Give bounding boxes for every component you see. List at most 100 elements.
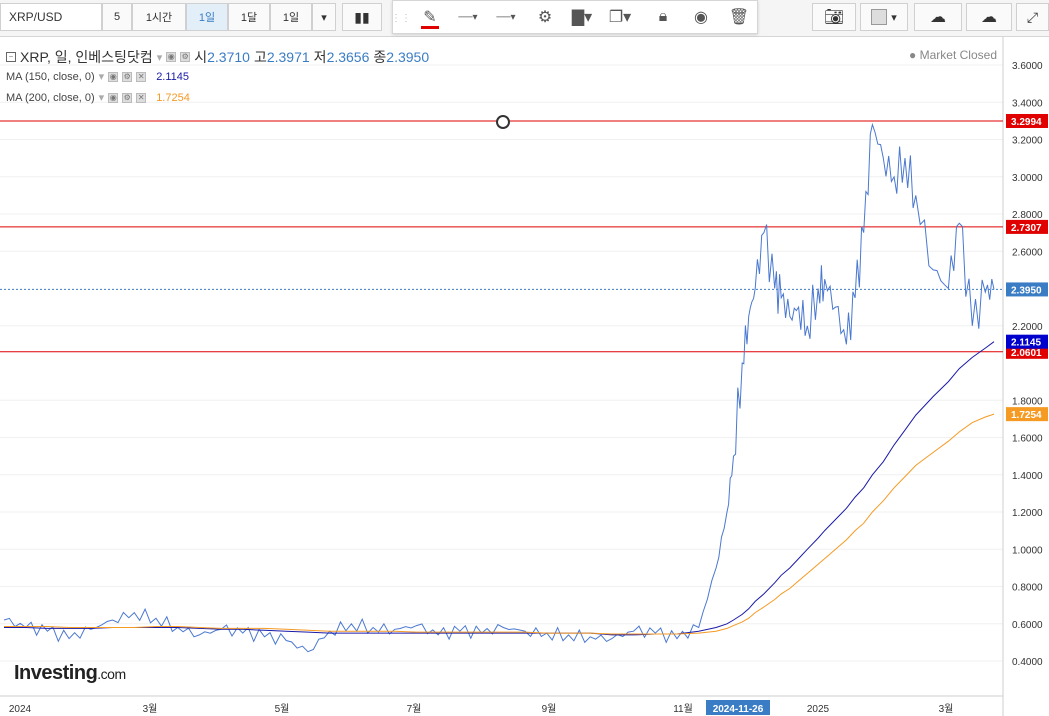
x-tick-label: 2024 [9,704,32,715]
y-tick-label: 2.2000 [1012,322,1043,333]
cloud-upload-icon: ☁ [981,9,997,26]
drawing-toolbar: ⋮⋮ ✎ ──▾ ──▾ ⚙ ▇▾ ❐▾ 🔒︎ ◉ 🗑︎ [391,0,758,34]
eye-icon[interactable]: ◉ [166,52,177,62]
grid [0,64,1003,662]
line-anchor-handle[interactable] [496,115,510,129]
current-price-tag: 2.3950 [1011,285,1042,296]
eye-icon[interactable]: ◉ [108,92,119,103]
camera-icon: 📷︎ [823,9,845,26]
y-tick-label: 2.8000 [1012,210,1043,221]
y-tick-label: 3.2000 [1012,136,1043,147]
y-tick-label: 1.4000 [1012,471,1043,482]
x-tick-label: 7월 [407,703,422,715]
ma150-value: 2.1145 [156,70,190,83]
y-tick-label: 0.8000 [1012,583,1043,594]
x-tick-label: 2025 [807,704,830,715]
eye-icon[interactable]: ◉ [108,71,119,82]
interval-dropdown[interactable]: ▾ [312,3,336,31]
price-tags: 3.2994 2.7307 2.0601 2.3950 2.1145 1.7254 [1006,113,1048,422]
x-tick-label: 3월 [143,703,158,715]
fullscreen-icon: ⤢ [1026,8,1039,25]
chart-toolbar: XRP/USD 5 1시간 1일 1달 1일 ▾ ▮▮ ⋮⋮ ✎ ──▾ ──▾… [0,0,1049,37]
interval-1h[interactable]: 1시간 [132,3,186,31]
hline-price-tag: 3.2994 [1011,117,1042,128]
candlestick-icon: ▮▮ [354,8,370,25]
ma200-label: MA (200, close, 0) [6,91,95,104]
fullscreen-button[interactable]: ⤢ [1016,3,1049,31]
collapse-icon[interactable]: − [6,52,16,62]
logo-name: Investing [14,662,98,684]
x-tick-label: 2024-11-26 [713,704,764,715]
investing-logo: Investing.com [14,662,126,685]
chevron-down-icon[interactable]: ▾ [98,92,105,104]
high-label: 고 [253,49,267,65]
gear-icon[interactable]: ⚙ [180,52,191,62]
logo-suffix: .com [97,666,126,682]
copy-icon[interactable]: ❐▾ [608,9,632,26]
y-tick-label: 3.4000 [1012,98,1043,109]
close-icon[interactable]: ✕ [136,92,147,103]
close-label: 종 [373,49,387,65]
y-tick-label: 1.0000 [1012,545,1043,556]
y-tick-label: 0.6000 [1012,620,1043,631]
hline-price-tag: 2.7307 [1011,223,1042,234]
ma150-price-tag-box [1006,334,1048,349]
cloud-download-icon: ☁ [930,9,946,26]
trash-icon[interactable]: 🗑︎ [728,9,750,26]
low-value: 2.3656 [326,49,370,65]
close-icon[interactable]: ✕ [136,71,147,82]
chevron-down-icon[interactable]: ▾ [98,71,105,83]
chevron-down-icon: ▾ [321,11,327,24]
interval-5[interactable]: 5 [102,3,132,31]
ma200-legend: MA (200, close, 0) ▾ ◉ ⚙ ✕ 1.7254 [6,91,190,105]
color-button[interactable]: ▾ [860,3,908,31]
price-line [3,122,995,653]
hline-price-tag-box [1006,113,1048,128]
low-label: 저 [313,49,327,65]
gear-icon[interactable]: ⚙ [122,92,133,103]
y-tick-label: 1.2000 [1012,508,1043,519]
market-status-text: Market Closed [919,48,997,62]
ma150-label: MA (150, close, 0) [6,70,95,83]
screenshot-button[interactable]: 📷︎ [812,3,856,31]
open-label: 시 [194,49,208,65]
ma200-price-tag-box [1006,407,1048,422]
interval-1d[interactable]: 1일 [186,3,228,31]
series-lines [3,122,995,653]
x-tick-label: 5월 [275,703,290,715]
chart-type-button[interactable]: ▮▮ [342,3,382,31]
gear-icon[interactable]: ⚙ [122,71,133,82]
horizontal-lines[interactable] [0,120,1003,353]
lock-icon[interactable]: 🔒︎ [658,8,668,25]
chevron-down-icon[interactable]: ▾ [156,51,163,64]
ma200-line [4,413,995,635]
eye-icon[interactable]: ◉ [694,9,708,26]
line-width-icon[interactable]: ──▾ [496,11,516,23]
cloud-download-button[interactable]: ☁ [914,3,962,31]
drag-handle-icon[interactable]: ⋮⋮ [391,12,411,24]
symbol-input[interactable]: XRP/USD [0,3,102,31]
pencil-icon[interactable]: ✎ [413,3,447,31]
x-crosshair-tag [706,700,770,715]
hline-price-tag-box [1006,219,1048,234]
ma200-value: 1.7254 [156,91,190,104]
y-axis-ticks: 0.4000 0.6000 0.8000 1.0000 1.2000 1.4000 1.60… [1012,61,1043,668]
y-tick-label: 1.8000 [1012,396,1043,407]
interval-1mo[interactable]: 1달 [228,3,270,31]
ma150-legend: MA (150, close, 0) ▾ ◉ ⚙ ✕ 2.1145 [6,70,190,84]
y-tick-label: 3.6000 [1012,61,1043,72]
hline-price-tag: 2.0601 [1011,348,1042,359]
line-style-icon[interactable]: ──▾ [458,11,478,23]
chevron-down-icon: ▾ [891,11,897,24]
x-tick-label: 11월 [673,703,693,715]
layers-icon[interactable]: ▇▾ [571,9,593,26]
y-tick-label: 1.6000 [1012,434,1043,445]
ma150-price-tag: 2.1145 [1011,338,1041,349]
cloud-upload-button[interactable]: ☁ [966,3,1012,31]
ma200-price-tag: 1.7254 [1011,410,1042,421]
interval-1d-alt[interactable]: 1일 [270,3,312,31]
ma150-line [4,341,995,636]
gear-icon[interactable]: ⚙ [537,9,553,26]
x-axis-ticks: 2024 3월 5월 7월 9월 11월 2024-11-26 2025 3월 [9,700,953,715]
